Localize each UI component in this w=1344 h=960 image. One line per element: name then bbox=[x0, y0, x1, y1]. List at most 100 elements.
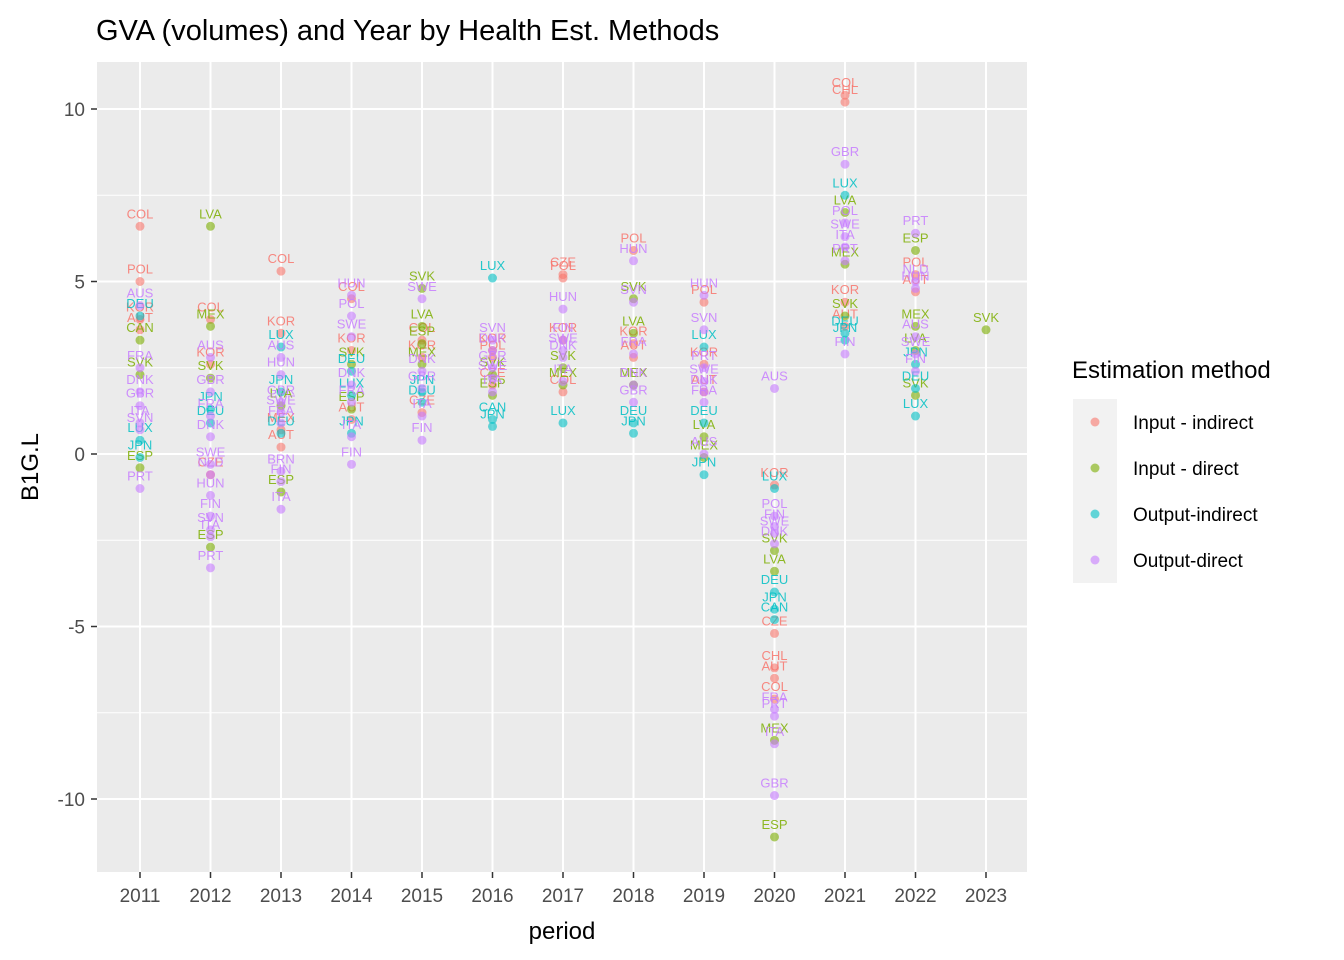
data-point bbox=[135, 221, 145, 231]
point-label: FIN bbox=[764, 506, 785, 521]
point-label: GBR bbox=[831, 144, 859, 159]
data-point bbox=[558, 418, 568, 428]
data-point bbox=[206, 563, 215, 573]
data-point bbox=[417, 283, 427, 293]
data-point bbox=[840, 256, 850, 266]
point-label: HUN bbox=[337, 275, 365, 290]
data-point bbox=[840, 335, 850, 345]
point-label: LVA bbox=[834, 193, 857, 208]
point-label: COL bbox=[832, 75, 859, 90]
data-point bbox=[558, 335, 568, 345]
point-label: FRA bbox=[621, 334, 647, 349]
data-point bbox=[770, 511, 779, 521]
data-point bbox=[488, 273, 497, 283]
data-point bbox=[488, 373, 497, 383]
point-label: GBR bbox=[478, 348, 506, 363]
data-point bbox=[840, 218, 850, 228]
data-point bbox=[558, 304, 568, 314]
data-point bbox=[629, 256, 638, 266]
data-point bbox=[699, 449, 709, 459]
data-point bbox=[206, 490, 215, 500]
data-point bbox=[699, 297, 709, 307]
point-label: SWE bbox=[337, 317, 367, 332]
y-axis-title: B1G.L bbox=[17, 433, 44, 501]
point-label: PRT bbox=[691, 348, 717, 363]
data-point bbox=[629, 380, 638, 390]
data-point bbox=[488, 415, 497, 424]
data-point bbox=[699, 397, 709, 407]
data-point bbox=[206, 418, 215, 428]
data-point bbox=[770, 484, 779, 493]
data-point bbox=[206, 352, 215, 362]
point-label: GBR bbox=[267, 382, 295, 397]
data-point bbox=[347, 390, 356, 400]
data-point bbox=[558, 346, 568, 355]
x-tick-label: 2020 bbox=[753, 886, 795, 907]
data-point bbox=[417, 435, 427, 445]
data-point bbox=[770, 704, 779, 714]
data-point bbox=[276, 418, 286, 428]
data-point bbox=[347, 332, 356, 342]
point-label: LUX bbox=[480, 258, 506, 273]
data-point bbox=[347, 415, 356, 424]
data-point bbox=[629, 328, 638, 338]
point-label: SVK bbox=[197, 358, 223, 373]
data-point bbox=[276, 370, 286, 380]
point-label: MEX bbox=[760, 720, 789, 735]
point-label: COL bbox=[197, 299, 224, 314]
point-label: GBR bbox=[126, 386, 154, 401]
data-point bbox=[347, 459, 356, 469]
legend-marker bbox=[1090, 417, 1100, 427]
point-label: JPN bbox=[198, 389, 223, 404]
point-label: SVN bbox=[197, 510, 224, 525]
data-point bbox=[276, 397, 286, 407]
point-label: HUN bbox=[619, 241, 647, 256]
x-tick-label: 2018 bbox=[612, 886, 654, 907]
point-label: DNK bbox=[479, 331, 507, 346]
point-label: LVA bbox=[411, 306, 434, 321]
point-label: SVK bbox=[902, 375, 928, 390]
data-point bbox=[347, 404, 356, 414]
point-label: MEX bbox=[196, 306, 225, 321]
y-tick-label: 0 bbox=[74, 445, 85, 466]
point-label: SVK bbox=[620, 279, 646, 294]
point-label: POL bbox=[620, 230, 646, 245]
data-point bbox=[206, 321, 215, 331]
data-point bbox=[417, 321, 427, 331]
point-label: LVA bbox=[199, 206, 222, 221]
legend: Estimation method Input - indirect Input … bbox=[1072, 357, 1271, 583]
point-label: FIN bbox=[835, 334, 856, 349]
data-point bbox=[135, 325, 145, 335]
data-point bbox=[911, 245, 920, 255]
data-point bbox=[135, 335, 145, 345]
point-label: FRA bbox=[762, 689, 788, 704]
point-label: SWE bbox=[196, 444, 226, 459]
point-label: HUN bbox=[690, 275, 718, 290]
data-point bbox=[770, 711, 779, 721]
point-label: SVK bbox=[832, 296, 858, 311]
point-label: CHL bbox=[761, 648, 787, 663]
point-label: SVK bbox=[338, 344, 364, 359]
point-label: SWE bbox=[830, 217, 860, 232]
point-label: HUN bbox=[901, 268, 929, 283]
data-point bbox=[840, 328, 850, 338]
data-point bbox=[135, 277, 145, 286]
point-label: FRA bbox=[339, 382, 365, 397]
data-point bbox=[347, 432, 356, 442]
data-point bbox=[911, 332, 920, 342]
data-point bbox=[206, 404, 215, 414]
data-point bbox=[699, 432, 709, 442]
data-point bbox=[911, 321, 920, 331]
point-label: SVN bbox=[479, 320, 506, 335]
point-label: POL bbox=[761, 496, 787, 511]
data-point bbox=[206, 387, 215, 397]
point-label: JPN bbox=[762, 589, 787, 604]
point-label: SWE bbox=[266, 393, 296, 408]
data-point bbox=[347, 290, 356, 300]
point-label: ESP bbox=[902, 230, 928, 245]
data-point bbox=[347, 359, 356, 369]
data-point bbox=[911, 366, 920, 376]
point-label: DEU bbox=[690, 403, 717, 418]
data-point bbox=[135, 484, 145, 493]
point-label: DEU bbox=[197, 403, 224, 418]
